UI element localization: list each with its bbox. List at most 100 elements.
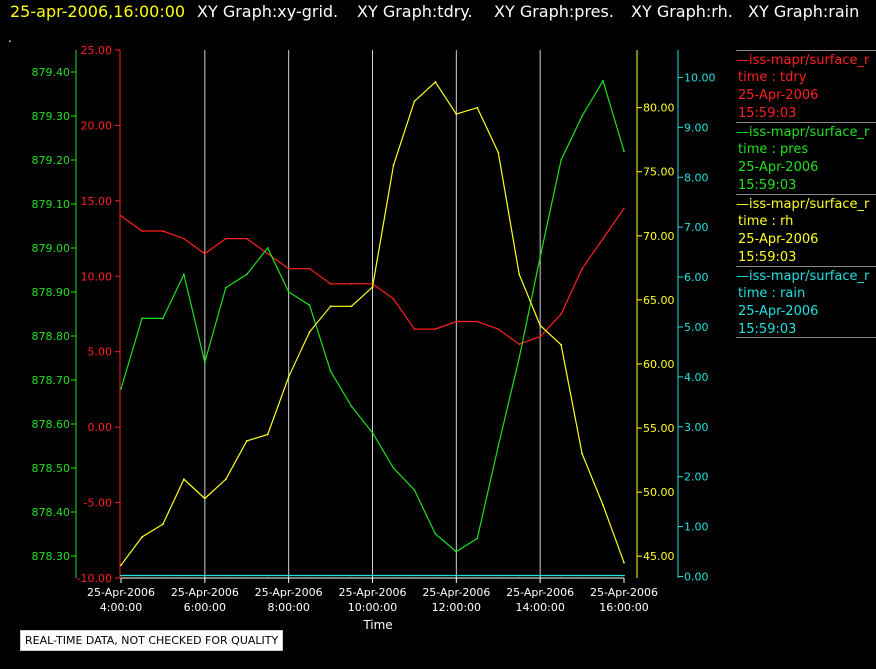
tdry-tick-label: 20.00 — [81, 119, 113, 132]
tdry-tick-label: 5.00 — [88, 346, 113, 359]
legend-entry-pres: —iss-mapr/surface_r time : pres 25-Apr-2… — [736, 122, 876, 194]
pres-tick-label: 878.80 — [32, 330, 71, 343]
pres-data-point — [371, 431, 374, 434]
rain-data-point — [371, 574, 374, 577]
tdry-data-point — [350, 282, 353, 285]
rh-data-point — [476, 106, 479, 109]
legend-rule — [736, 194, 876, 195]
legend-rule — [736, 122, 876, 123]
legend-date: 25-Apr-2006 — [738, 232, 819, 247]
rain-tick-label: 7.00 — [684, 221, 709, 234]
x-tick-label-time: 4:00:00 — [100, 601, 142, 614]
legend-entry-rh: —iss-mapr/surface_r time : rh 25-Apr-200… — [736, 194, 876, 266]
tdry-data-point — [224, 237, 227, 240]
tdry-data-point — [518, 343, 521, 346]
tdry-data-point — [203, 252, 206, 255]
rh-data-point — [371, 286, 374, 288]
pres-data-point — [162, 317, 164, 320]
pres-data-point — [350, 405, 353, 408]
tdry-tick-label: 10.00 — [81, 270, 113, 283]
legend-entry-rain: —iss-mapr/surface_r time : rain 25-Apr-2… — [736, 266, 876, 338]
rain-data-point — [560, 574, 562, 577]
pres-data-point — [602, 79, 604, 82]
grid-lines — [204, 50, 541, 578]
tdry-data-point — [141, 230, 143, 232]
pres-tick-label: 879.30 — [32, 110, 71, 123]
legend-field: time : tdry — [738, 70, 807, 85]
rain-data-point — [497, 574, 500, 577]
rh-data-point — [497, 151, 500, 154]
tdry-data-point — [329, 282, 332, 285]
tdry-data-point — [266, 252, 269, 255]
rh-tick-label: 55.00 — [643, 422, 675, 435]
pres-data-point — [308, 304, 311, 307]
rain-tick-label: 0.00 — [684, 571, 709, 584]
header-graph-rain: XY Graph:rain — [748, 2, 860, 21]
rain-tick-label: 10.00 — [684, 71, 716, 84]
tdry-tick-label: 0.00 — [88, 421, 113, 434]
legend-series-name: —iss-mapr/surface_r — [736, 53, 870, 68]
legend-time: 15:59:03 — [738, 178, 797, 193]
rain-tick-label: 6.00 — [684, 271, 709, 284]
x-tick-label-date: 25-Apr-2006 — [506, 586, 574, 599]
rain-tick-label: 2.00 — [684, 471, 709, 484]
rain-data-point — [581, 574, 583, 577]
legend-date: 25-Apr-2006 — [738, 88, 819, 103]
pres-tick-label: 878.60 — [32, 418, 71, 431]
header-datetime: 25-apr-2006,16:00:00 — [10, 2, 186, 21]
rh-tick-label: 65.00 — [643, 294, 675, 307]
tdry-tick-label: 15.00 — [81, 195, 113, 208]
rain-data-point — [162, 574, 164, 577]
pres-tick-label: 878.70 — [32, 374, 71, 387]
rain-data-point — [203, 574, 206, 577]
rh-tick-label: 80.00 — [643, 102, 675, 115]
tdry-data-point — [623, 207, 625, 210]
rh-data-point — [308, 331, 311, 333]
pres-data-point — [120, 387, 122, 390]
rh-data-point — [560, 343, 562, 346]
rh-data-point — [162, 523, 164, 526]
x-tick-label-time: 14:00:00 — [515, 601, 564, 614]
tdry-data-point — [497, 328, 500, 330]
legend-rule — [736, 266, 876, 267]
pres-tick-label: 879.40 — [32, 66, 71, 79]
rh-data-point — [581, 452, 583, 455]
pres-data-point — [455, 550, 458, 553]
legend-field: time : pres — [738, 142, 809, 157]
legend-entry-tdry: —iss-mapr/surface_r time : tdry 25-Apr-2… — [736, 50, 876, 122]
rain-tick-label: 4.00 — [684, 371, 709, 384]
pres-data-point — [392, 467, 395, 469]
x-tick-label-date: 25-Apr-2006 — [87, 586, 155, 599]
rh-tick-label: 50.00 — [643, 486, 675, 499]
rh-data-point — [539, 324, 542, 327]
pres-tick-label: 878.40 — [32, 506, 71, 519]
rain-data-point — [476, 574, 479, 577]
data-series — [120, 79, 625, 577]
rain-data-point — [518, 574, 521, 577]
rh-data-point — [203, 497, 206, 500]
header-graph-tdry: XY Graph:tdry. — [357, 2, 473, 21]
rh-data-point — [120, 564, 122, 567]
rain-data-point — [455, 574, 458, 577]
legend-time: 15:59:03 — [738, 250, 797, 265]
rh-tick-label: 60.00 — [643, 358, 675, 371]
legend-field: time : rh — [738, 214, 794, 229]
x-tick-label-time: 10:00:00 — [348, 601, 397, 614]
rh-data-point — [287, 375, 290, 378]
pres-tick-label: 879.10 — [32, 198, 71, 211]
pres-data-point — [287, 291, 290, 293]
pres-data-point — [623, 150, 625, 153]
rain-data-point — [434, 574, 437, 577]
rain-data-point — [308, 574, 311, 577]
pres-data-point — [497, 445, 500, 447]
legend-date: 25-Apr-2006 — [738, 160, 819, 175]
rain-data-point — [602, 574, 604, 577]
legend-field: time : rain — [738, 286, 806, 301]
rh-data-point — [455, 113, 458, 115]
legend-series-name: —iss-mapr/surface_r — [736, 125, 870, 140]
tdry-data-point — [413, 328, 416, 330]
pres-data-point — [476, 537, 479, 540]
tdry-data-point — [245, 237, 248, 240]
x-tick-label-date: 25-Apr-2006 — [590, 586, 658, 599]
